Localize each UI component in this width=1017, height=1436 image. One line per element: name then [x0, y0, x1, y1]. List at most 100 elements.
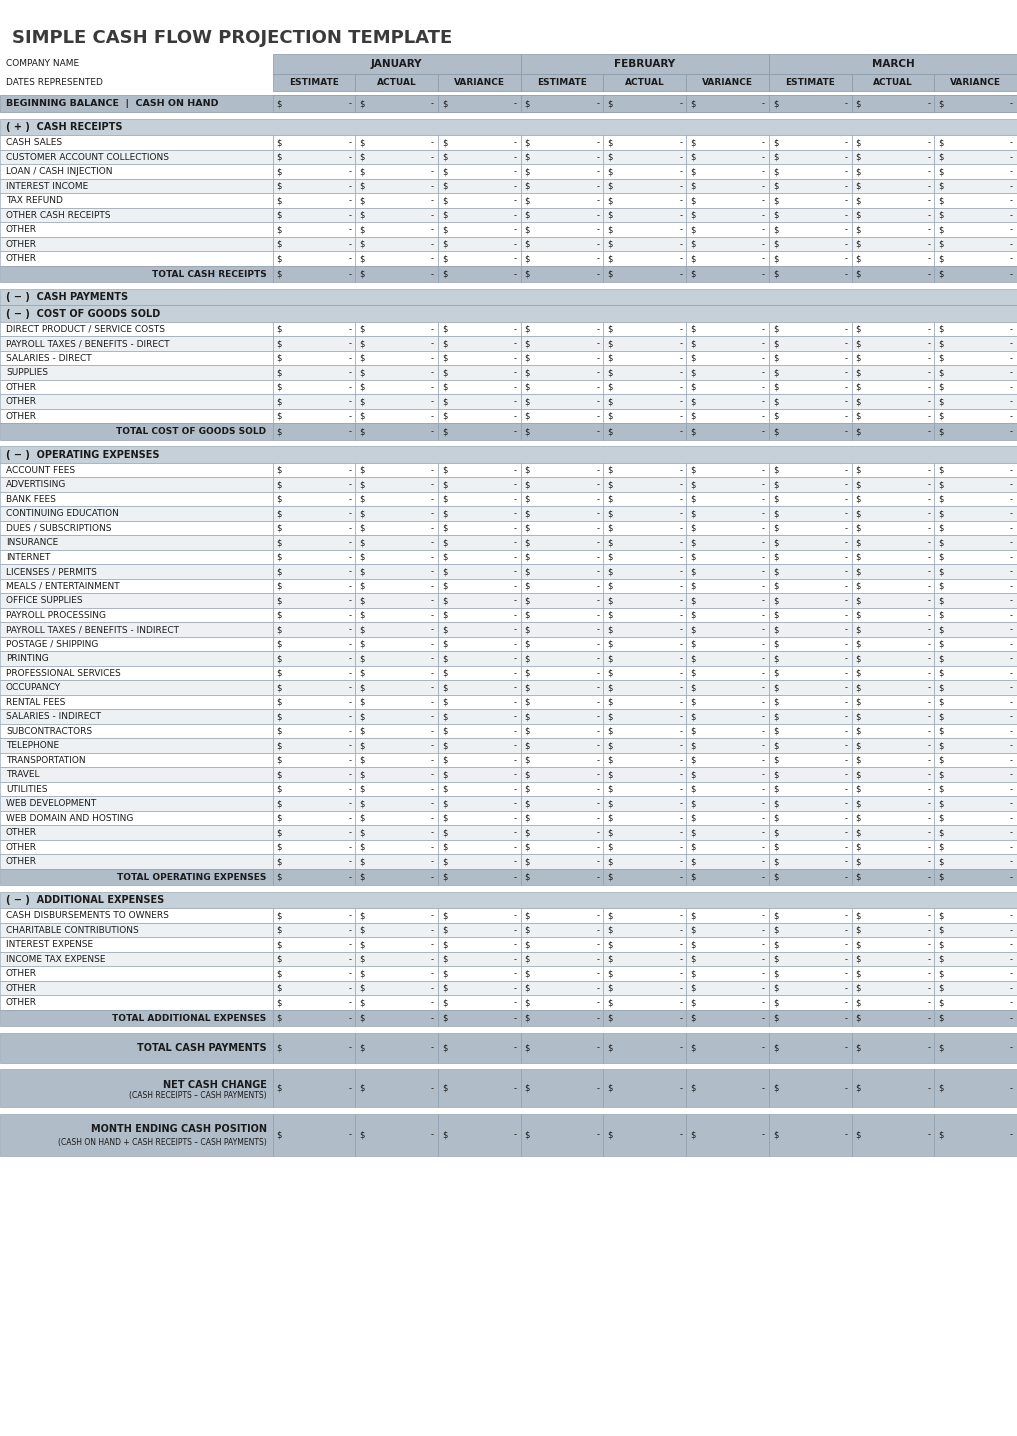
Bar — [769, 550, 851, 564]
Text: $: $ — [939, 426, 944, 437]
Text: $: $ — [442, 167, 447, 177]
Bar — [273, 149, 355, 164]
Text: -: - — [596, 538, 599, 547]
Text: -: - — [596, 814, 599, 823]
Bar — [521, 336, 603, 350]
Bar — [521, 579, 603, 593]
Text: -: - — [844, 727, 847, 735]
Text: $: $ — [525, 843, 530, 852]
Bar — [686, 724, 769, 738]
Bar — [935, 695, 1017, 709]
Text: $: $ — [855, 99, 861, 108]
Text: RENTAL FEES: RENTAL FEES — [6, 698, 65, 707]
Text: -: - — [431, 181, 434, 191]
Bar — [355, 981, 438, 995]
Text: PAYROLL TAXES / BENEFITS - INDIRECT: PAYROLL TAXES / BENEFITS - INDIRECT — [6, 625, 179, 635]
Text: -: - — [762, 941, 765, 949]
Text: -: - — [596, 398, 599, 406]
Text: $: $ — [525, 538, 530, 547]
Text: $: $ — [939, 955, 944, 964]
Text: $: $ — [277, 382, 282, 392]
Text: $: $ — [691, 426, 696, 437]
Text: -: - — [1010, 426, 1013, 437]
Bar — [273, 266, 355, 283]
Bar — [355, 208, 438, 223]
Text: $: $ — [691, 655, 696, 663]
Text: $: $ — [855, 325, 861, 333]
Bar — [355, 365, 438, 381]
Text: $: $ — [525, 510, 530, 518]
Bar — [438, 208, 521, 223]
Text: $: $ — [855, 211, 861, 220]
Text: -: - — [431, 814, 434, 823]
Text: -: - — [596, 625, 599, 635]
Text: -: - — [431, 857, 434, 866]
Bar — [521, 350, 603, 365]
Text: -: - — [514, 941, 517, 949]
Bar — [355, 322, 438, 336]
Bar — [851, 869, 935, 886]
Text: -: - — [596, 684, 599, 692]
Text: $: $ — [525, 684, 530, 692]
Bar — [769, 869, 851, 886]
Bar — [521, 395, 603, 409]
Text: $: $ — [525, 225, 530, 234]
Text: $: $ — [855, 181, 861, 191]
Bar — [769, 266, 851, 283]
Bar — [603, 579, 686, 593]
Text: -: - — [431, 197, 434, 205]
Bar — [769, 826, 851, 840]
Bar — [769, 55, 1017, 73]
Text: -: - — [679, 712, 682, 721]
Text: $: $ — [607, 800, 613, 808]
Bar — [355, 869, 438, 886]
Bar — [603, 395, 686, 409]
Bar — [851, 73, 935, 90]
Bar — [0, 1010, 273, 1027]
Text: ACTUAL: ACTUAL — [873, 78, 913, 86]
Text: -: - — [928, 197, 931, 205]
Text: $: $ — [773, 167, 778, 177]
Text: MARCH: MARCH — [872, 59, 914, 69]
Text: $: $ — [773, 1130, 778, 1139]
Text: -: - — [431, 270, 434, 279]
Bar — [851, 854, 935, 869]
Text: $: $ — [773, 553, 778, 561]
Bar — [603, 336, 686, 350]
Text: -: - — [762, 684, 765, 692]
Text: $: $ — [691, 538, 696, 547]
Text: $: $ — [855, 955, 861, 964]
Text: $: $ — [277, 655, 282, 663]
Text: $: $ — [939, 684, 944, 692]
Text: POSTAGE / SHIPPING: POSTAGE / SHIPPING — [6, 639, 99, 649]
Text: -: - — [928, 325, 931, 333]
Text: $: $ — [691, 814, 696, 823]
Text: $: $ — [525, 412, 530, 421]
Text: $: $ — [855, 857, 861, 866]
Text: -: - — [348, 610, 351, 620]
Text: -: - — [431, 524, 434, 533]
Bar — [0, 923, 273, 938]
Text: -: - — [596, 941, 599, 949]
Text: $: $ — [855, 138, 861, 146]
Text: -: - — [596, 494, 599, 504]
Text: $: $ — [939, 770, 944, 780]
Text: -: - — [348, 211, 351, 220]
Text: $: $ — [525, 553, 530, 561]
Text: -: - — [762, 240, 765, 248]
Bar — [935, 738, 1017, 752]
Bar — [851, 381, 935, 395]
Text: -: - — [928, 596, 931, 605]
Bar — [603, 424, 686, 439]
Text: $: $ — [773, 567, 778, 576]
Text: -: - — [348, 167, 351, 177]
Bar — [273, 462, 355, 477]
Text: $: $ — [277, 494, 282, 504]
Text: $: $ — [442, 655, 447, 663]
Text: -: - — [928, 480, 931, 490]
Text: $: $ — [855, 655, 861, 663]
Bar — [273, 909, 355, 923]
Text: $: $ — [525, 912, 530, 920]
Text: ( − )  CASH PAYMENTS: ( − ) CASH PAYMENTS — [6, 292, 128, 302]
Text: $: $ — [525, 426, 530, 437]
